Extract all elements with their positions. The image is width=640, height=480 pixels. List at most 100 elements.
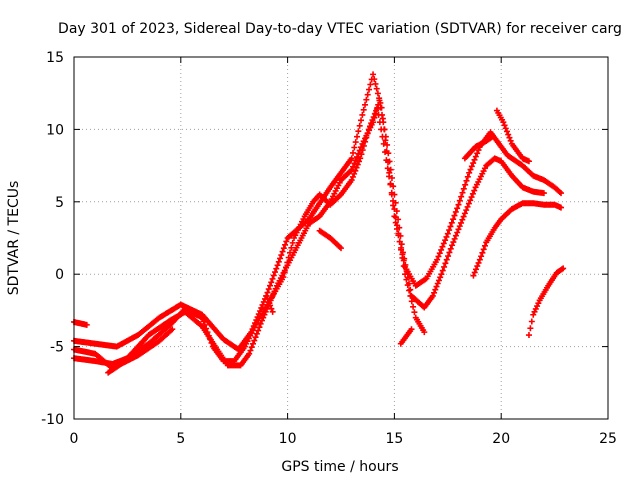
data-point (479, 249, 486, 256)
series-track-7 (316, 227, 344, 252)
data-point (358, 117, 365, 124)
data-point (370, 113, 377, 120)
data-point (445, 253, 452, 260)
data-point (283, 238, 290, 245)
y-tick-label: 10 (46, 122, 64, 138)
data-point (289, 239, 296, 246)
series-track-10 (470, 200, 565, 279)
data-point (267, 302, 274, 309)
data-point (466, 169, 473, 176)
data-point (208, 339, 215, 346)
series-track-4 (71, 318, 90, 328)
y-axis-label: SDTVAR / TECUs (6, 181, 22, 296)
data-point (269, 308, 276, 315)
data-point (458, 193, 465, 200)
data-point (252, 334, 259, 341)
data-point (363, 96, 370, 103)
data-point (447, 223, 454, 230)
data-point (462, 181, 469, 188)
data-point (446, 249, 453, 256)
data-point (368, 120, 375, 127)
data-point (501, 122, 508, 129)
data-point (386, 158, 393, 165)
data-point (408, 298, 415, 305)
data-point (248, 344, 255, 351)
data-point (478, 253, 485, 260)
data-point (363, 134, 370, 141)
x-tick-label: 20 (492, 431, 510, 447)
data-point (455, 201, 462, 208)
data-point (265, 299, 272, 306)
data-point (459, 189, 466, 196)
data-point (454, 205, 461, 212)
data-point (404, 282, 411, 289)
data-point (402, 271, 409, 278)
data-point (383, 157, 390, 164)
data-point (351, 160, 358, 167)
chart-title: Day 301 of 2023, Sidereal Day-to-day VTE… (58, 21, 622, 37)
data-point (439, 267, 446, 274)
data-point (464, 203, 471, 210)
data-point (358, 151, 365, 158)
data-point (470, 160, 477, 167)
data-point (384, 141, 391, 148)
data-point (442, 237, 449, 244)
data-point (506, 134, 513, 141)
data-point (275, 258, 282, 265)
x-axis-label: GPS time / hours (281, 459, 398, 475)
data-point (394, 222, 401, 229)
data-point (440, 240, 447, 247)
data-point (447, 245, 454, 252)
data-point (351, 144, 358, 151)
axis-ticks: 0 5 10 15 20 25 -10 -5 0 5 10 15 (41, 50, 617, 447)
data-point (357, 155, 364, 162)
data-point (560, 265, 567, 272)
data-point (463, 207, 470, 214)
data-point (480, 246, 487, 253)
data-point (360, 106, 367, 113)
data-point (273, 265, 280, 272)
data-point (429, 292, 436, 299)
data-point (503, 128, 510, 135)
data-point (527, 325, 534, 332)
data-point (460, 213, 467, 220)
data-point (359, 147, 366, 154)
data-point (467, 197, 474, 204)
data-point (421, 329, 428, 336)
data-point (203, 325, 210, 332)
data-point (395, 230, 402, 237)
data-point (459, 216, 466, 223)
data-point (255, 327, 262, 334)
data-points (71, 71, 567, 376)
data-point (434, 280, 441, 287)
data-point (474, 263, 481, 270)
data-point (366, 123, 373, 130)
data-point (380, 140, 387, 147)
data-point (433, 283, 440, 290)
data-point (376, 119, 383, 126)
data-point (350, 149, 357, 156)
data-point (468, 194, 475, 201)
x-tick-label: 10 (279, 431, 297, 447)
data-point (472, 266, 479, 273)
series-track-6 (263, 292, 276, 315)
data-point (360, 142, 367, 149)
data-point (207, 336, 214, 343)
data-point (83, 321, 90, 328)
data-point (279, 248, 286, 255)
y-tick-label: 5 (55, 195, 64, 211)
data-point (451, 212, 458, 219)
x-tick-label: 5 (176, 431, 185, 447)
data-point (169, 326, 176, 333)
data-point (375, 111, 382, 118)
data-point (392, 214, 399, 221)
data-point (391, 206, 398, 213)
data-point (454, 229, 461, 236)
data-point (451, 235, 458, 242)
data-point (469, 190, 476, 197)
data-point (268, 279, 275, 286)
data-point (558, 204, 565, 211)
data-point (443, 233, 450, 240)
data-point (382, 149, 389, 156)
data-point (452, 208, 459, 215)
